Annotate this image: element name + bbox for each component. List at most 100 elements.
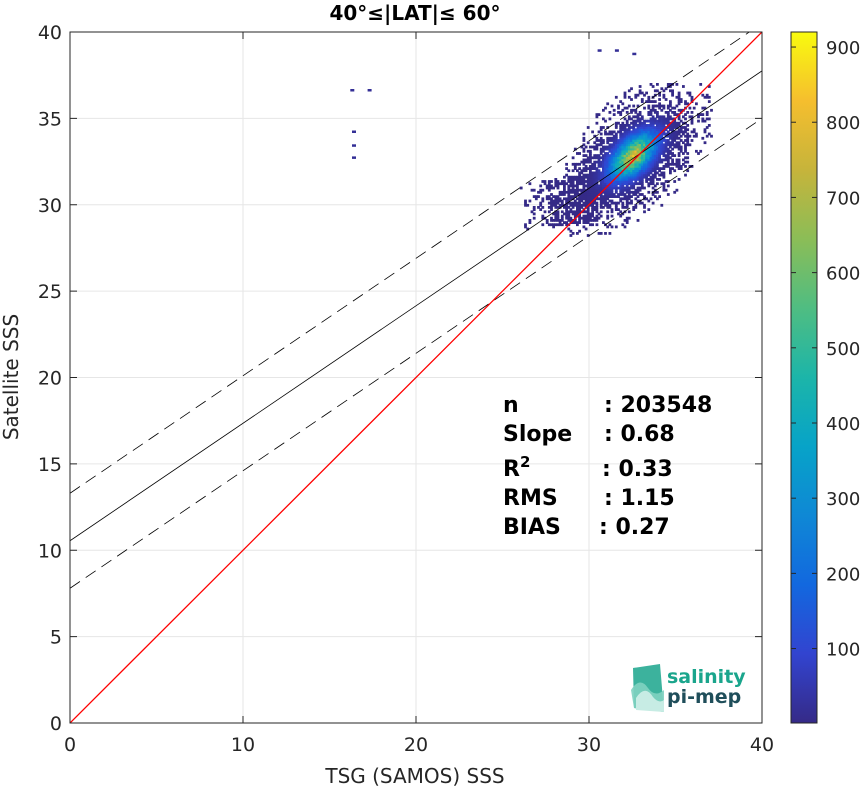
density-cell <box>604 199 607 203</box>
density-cell <box>593 182 597 186</box>
density-cell <box>550 201 553 205</box>
density-cell <box>647 104 651 108</box>
density-cell <box>651 182 655 186</box>
density-cell <box>550 206 553 209</box>
density-cell <box>591 165 594 168</box>
density-cell <box>619 149 623 153</box>
density-cell <box>569 178 573 181</box>
density-cell <box>591 190 594 194</box>
density-cell <box>571 212 575 216</box>
density-cell <box>556 223 560 227</box>
stat-value: : 203548 <box>604 393 712 418</box>
density-cell <box>690 115 694 119</box>
density-cell <box>589 145 592 149</box>
density-cell <box>625 145 629 149</box>
density-cell <box>630 126 633 129</box>
density-cell <box>589 158 592 162</box>
density-cell <box>606 216 610 220</box>
density-cell <box>563 186 566 190</box>
density-cell <box>671 128 674 132</box>
density-cell <box>619 162 623 166</box>
density-cell <box>614 203 618 207</box>
density-cell <box>567 227 571 231</box>
density-cell <box>653 165 657 168</box>
density-cell <box>610 186 614 190</box>
density-cell <box>677 91 681 95</box>
density-cell <box>582 190 586 194</box>
density-cell <box>645 128 648 132</box>
density-cell <box>621 126 625 129</box>
density-cell <box>608 154 612 157</box>
density-cell <box>653 143 657 147</box>
density-cell <box>623 106 627 110</box>
density-cell <box>547 186 551 190</box>
density-cell <box>679 139 683 142</box>
density-cell <box>586 173 590 177</box>
density-cell <box>658 102 661 106</box>
density-cell <box>627 115 631 119</box>
density-cell <box>627 139 631 142</box>
density-cell <box>623 188 627 192</box>
density-cell <box>576 232 579 235</box>
density-cell <box>671 89 674 93</box>
density-cell <box>679 98 683 101</box>
density-cell <box>658 119 661 123</box>
density-cell <box>602 171 605 175</box>
density-cell <box>612 184 616 188</box>
density-cell <box>660 143 664 147</box>
density-cell <box>625 134 629 138</box>
density-cell <box>571 195 575 198</box>
density-cell <box>638 147 642 151</box>
density-cell <box>578 171 581 175</box>
density-cell <box>550 184 553 188</box>
density-cell <box>645 134 648 138</box>
density-cell <box>627 104 631 108</box>
density-cell <box>545 195 549 198</box>
density-cell <box>651 165 655 168</box>
density-cell <box>573 210 577 214</box>
outlier-point <box>352 144 356 147</box>
density-cell <box>621 175 625 179</box>
density-cell <box>614 154 618 157</box>
density-cell <box>658 169 661 173</box>
density-cell <box>552 219 555 222</box>
density-cell <box>573 190 577 194</box>
density-cell <box>595 167 599 170</box>
density-cell <box>656 113 659 116</box>
density-cell <box>627 136 631 140</box>
density-cell <box>604 190 607 194</box>
density-cell <box>593 184 597 188</box>
density-cell <box>636 195 640 198</box>
density-cell <box>669 149 672 153</box>
density-cell <box>582 186 586 190</box>
density-cell <box>539 203 543 207</box>
density-cell <box>686 111 690 114</box>
density-cell <box>589 169 592 173</box>
density-cell <box>632 121 636 125</box>
density-cell <box>645 178 648 181</box>
density-cell <box>643 136 646 140</box>
density-cell <box>593 219 597 222</box>
density-cell <box>643 165 646 168</box>
density-cell <box>662 173 666 177</box>
density-cell <box>576 184 579 188</box>
density-cell <box>610 167 614 170</box>
density-cell <box>651 175 655 179</box>
density-cell <box>638 156 642 160</box>
density-cell <box>595 175 599 179</box>
density-cell <box>640 98 644 101</box>
density-cell <box>677 136 681 140</box>
density-cell <box>647 199 651 203</box>
density-cell <box>625 130 629 134</box>
density-cell <box>632 126 636 129</box>
density-cell <box>621 193 625 196</box>
density-cell <box>647 158 651 162</box>
density-cell <box>634 206 638 209</box>
density-cell <box>576 210 579 214</box>
density-cell <box>614 149 618 153</box>
density-cell <box>632 132 636 136</box>
density-cell <box>653 126 657 129</box>
density-cell <box>625 154 629 157</box>
density-cell <box>586 156 590 160</box>
density-cell <box>550 197 553 201</box>
